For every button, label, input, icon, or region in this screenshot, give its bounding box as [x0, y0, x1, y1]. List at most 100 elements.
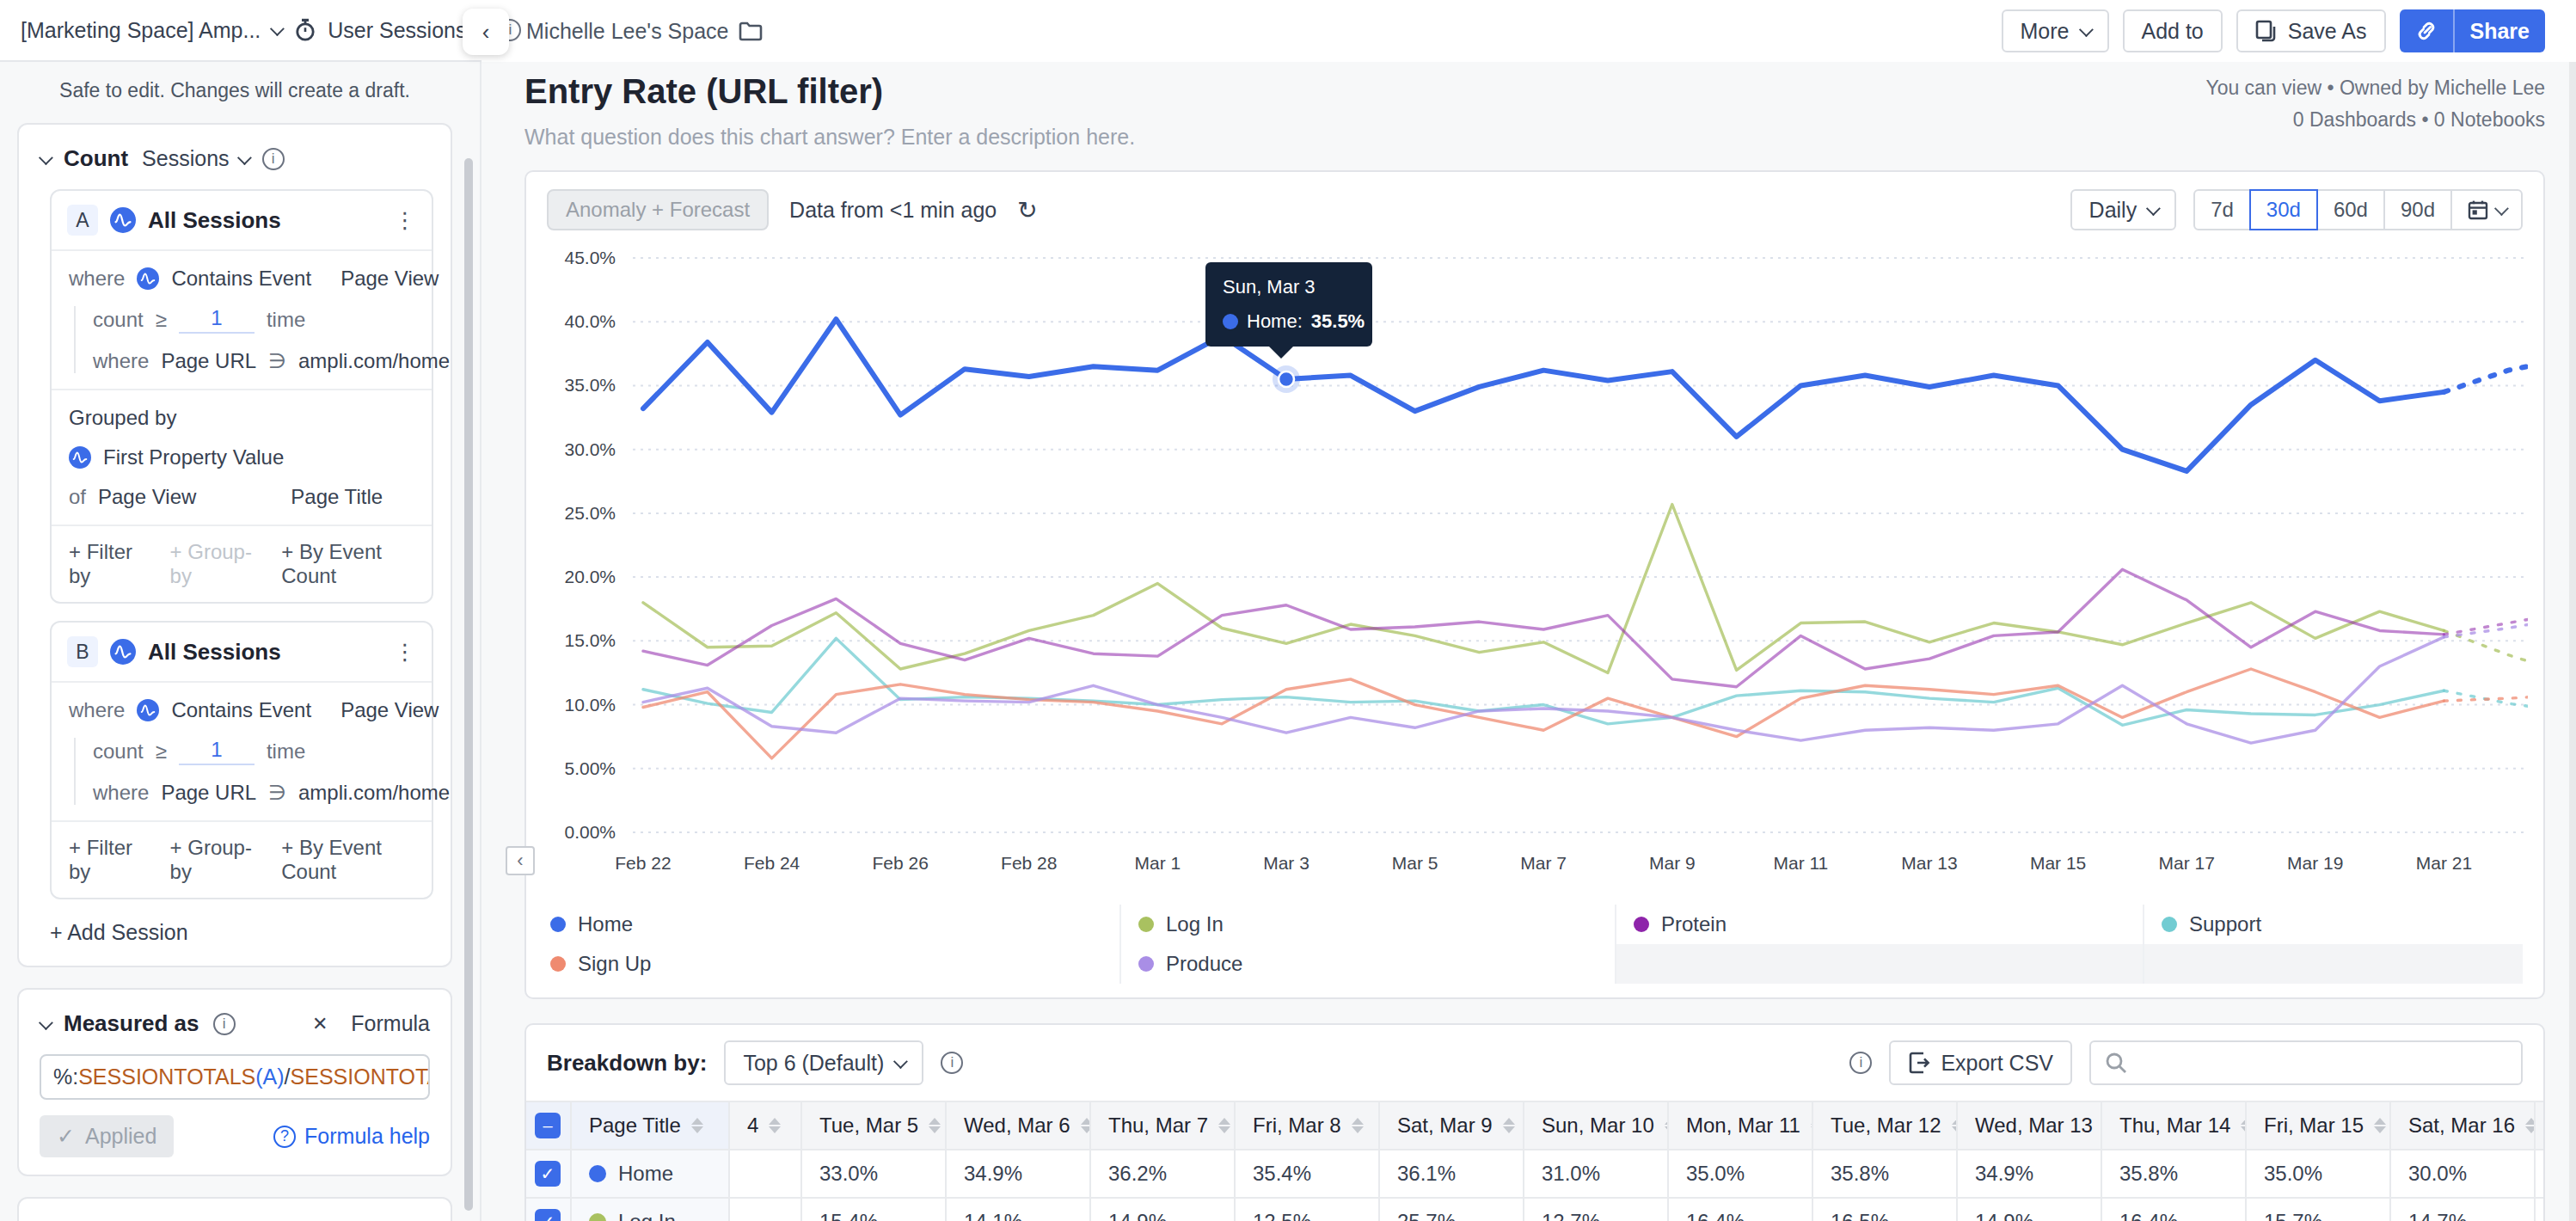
formula-input[interactable]: %:SESSIONTOTALS(A)/SESSIONTOTALS(B) — [40, 1054, 430, 1100]
refresh-icon[interactable]: ↻ — [1017, 196, 1037, 224]
column-header-Sat, Mar 9[interactable]: Sat, Mar 9 — [1379, 1101, 1524, 1150]
event-name[interactable]: Page View — [340, 267, 439, 291]
column-header-4[interactable]: 4 — [729, 1101, 801, 1150]
session-name[interactable]: All Sessions — [148, 639, 281, 666]
session-mode-selector[interactable]: User Sessions — [293, 18, 487, 43]
chart-plot[interactable]: ‹ Sun, Mar 3 Home: 35.5% 45.0%40.0%35.0%… — [547, 248, 2523, 891]
range-90d-button[interactable]: 90d — [2383, 189, 2452, 230]
info-icon[interactable]: i — [1849, 1052, 1872, 1074]
more-button[interactable]: More — [2002, 9, 2109, 52]
add-to-button[interactable]: Add to — [2123, 9, 2223, 52]
project-switcher[interactable]: [Marketing Space] Amp... — [21, 18, 281, 43]
property-value[interactable]: ampli.com/home — [298, 781, 450, 805]
property-value[interactable]: ampli.com/home — [298, 349, 450, 373]
breadcrumb-space[interactable]: Michelle Lee's Space — [526, 19, 763, 44]
add-session-button[interactable]: + Add Session — [36, 917, 433, 948]
kebab-menu-icon[interactable]: ⋮ — [394, 209, 416, 231]
legend-item-support[interactable]: Support — [2143, 905, 2523, 944]
metric-dropdown[interactable]: Sessions — [142, 146, 248, 171]
copy-link-button[interactable] — [2400, 9, 2453, 52]
by-event-count-button[interactable]: + By Event Count — [281, 836, 414, 884]
group-by-button[interactable]: + Group-by — [170, 540, 256, 588]
operator-contains[interactable]: ∋ — [268, 781, 286, 805]
group-function[interactable]: First Property Value — [103, 445, 284, 469]
property-name[interactable]: Page URL — [161, 781, 256, 805]
column-header-Sun, Mar 10[interactable]: Sun, Mar 10 — [1524, 1101, 1668, 1150]
breakdown-search[interactable] — [2089, 1040, 2523, 1085]
sort-icon[interactable] — [1081, 1118, 1090, 1133]
property-name[interactable]: Page URL — [161, 349, 256, 373]
info-icon[interactable]: i — [262, 148, 285, 170]
sidebar-scrollbar[interactable] — [464, 158, 473, 1211]
operator-gte[interactable]: ≥ — [156, 308, 167, 332]
save-as-button[interactable]: Save As — [2236, 9, 2386, 52]
sort-icon[interactable] — [2525, 1118, 2535, 1133]
filter-by-button[interactable]: + Filter by — [69, 836, 144, 884]
range-60d-button[interactable]: 60d — [2316, 189, 2385, 230]
session-name[interactable]: All Sessions — [148, 207, 281, 234]
date-range-picker-button[interactable] — [2450, 189, 2523, 230]
info-icon[interactable]: i — [941, 1052, 963, 1074]
row-checkbox[interactable]: ✓ — [535, 1209, 561, 1221]
collapse-section-icon[interactable] — [39, 1015, 53, 1030]
collapse-sidebar-button[interactable]: ‹ — [463, 9, 509, 55]
share-button[interactable]: Share — [2453, 9, 2545, 52]
column-header-Mon, Mar 11[interactable]: Mon, Mar 11 — [1668, 1101, 1812, 1150]
chart-canvas[interactable] — [626, 248, 2528, 846]
chart-scroll-left-button[interactable]: ‹ — [506, 846, 535, 875]
event-condition[interactable]: Contains Event — [171, 267, 311, 291]
count-value-input[interactable]: 1 — [179, 306, 255, 334]
column-header-Fri, Mar 8[interactable]: Fri, Mar 8 — [1235, 1101, 1379, 1150]
kebab-menu-icon[interactable]: ⋮ — [394, 641, 416, 663]
group-by-button[interactable]: + Group-by — [170, 836, 256, 884]
sort-icon[interactable] — [691, 1118, 703, 1133]
column-header-Wed, Mar 6[interactable]: Wed, Mar 6 — [946, 1101, 1090, 1150]
operator-gte[interactable]: ≥ — [156, 739, 167, 764]
range-30d-button[interactable]: 30d — [2249, 189, 2318, 230]
collapse-section-icon[interactable] — [39, 150, 53, 165]
column-header-Sun, Mar 17[interactable]: Sun, Mar 17 — [2535, 1101, 2545, 1150]
filter-by-button[interactable]: + Filter by — [69, 540, 144, 588]
column-header-Tue, Mar 12[interactable]: Tue, Mar 12 — [1812, 1101, 1957, 1150]
legend-item-home[interactable]: Home — [547, 905, 1119, 944]
legend-item-log-in[interactable]: Log In — [1119, 905, 1615, 944]
by-event-count-button[interactable]: + By Event Count — [281, 540, 414, 588]
event-condition[interactable]: Contains Event — [171, 698, 311, 722]
column-header-Page Title[interactable]: Page Title — [571, 1101, 729, 1150]
operator-contains[interactable]: ∋ — [268, 349, 286, 373]
event-name[interactable]: Page View — [340, 698, 439, 722]
column-header-Tue, Mar 5[interactable]: Tue, Mar 5 — [801, 1101, 946, 1150]
sort-icon[interactable] — [2374, 1118, 2386, 1133]
sort-icon[interactable] — [1503, 1118, 1515, 1133]
count-value-input[interactable]: 1 — [179, 738, 255, 765]
highlight-point[interactable] — [1279, 371, 1294, 387]
column-header-Sat, Mar 16[interactable]: Sat, Mar 16 — [2390, 1101, 2535, 1150]
export-csv-button[interactable]: Export CSV — [1889, 1040, 2072, 1085]
column-header-Thu, Mar 14[interactable]: Thu, Mar 14 — [2101, 1101, 2246, 1150]
interval-dropdown[interactable]: Daily — [2070, 189, 2177, 230]
row-label-cell[interactable]: Log In — [571, 1198, 729, 1221]
range-7d-button[interactable]: 7d — [2193, 189, 2251, 230]
page-scrollbar[interactable] — [2569, 0, 2576, 1221]
sort-icon[interactable] — [929, 1118, 941, 1133]
top-n-dropdown[interactable]: Top 6 (Default) — [724, 1040, 923, 1085]
group-property[interactable]: Page Title — [291, 485, 383, 509]
applied-button[interactable]: ✓Applied — [40, 1115, 174, 1157]
formula-toggle[interactable]: ✕ Formula — [312, 1011, 430, 1036]
info-icon[interactable]: i — [213, 1013, 236, 1035]
formula-help-link[interactable]: ?Formula help — [273, 1124, 430, 1149]
column-header-Wed, Mar 13[interactable]: Wed, Mar 13 — [1957, 1101, 2101, 1150]
anomaly-forecast-button[interactable]: Anomaly + Forecast — [547, 189, 769, 230]
column-header-Fri, Mar 15[interactable]: Fri, Mar 15 — [2246, 1101, 2390, 1150]
group-event[interactable]: Page View — [98, 485, 196, 509]
select-all-checkbox[interactable]: – — [535, 1113, 561, 1138]
breakdown-search-input[interactable] — [2137, 1051, 2507, 1075]
sort-icon[interactable] — [1352, 1118, 1364, 1133]
sort-icon[interactable] — [769, 1118, 781, 1133]
column-header-Thu, Mar 7[interactable]: Thu, Mar 7 — [1090, 1101, 1235, 1150]
legend-item-sign-up[interactable]: Sign Up — [547, 944, 1119, 984]
legend-item-protein[interactable]: Protein — [1615, 905, 2143, 944]
row-checkbox[interactable]: ✓ — [535, 1161, 561, 1187]
row-label-cell[interactable]: Home — [571, 1150, 729, 1198]
sort-icon[interactable] — [1218, 1118, 1230, 1133]
